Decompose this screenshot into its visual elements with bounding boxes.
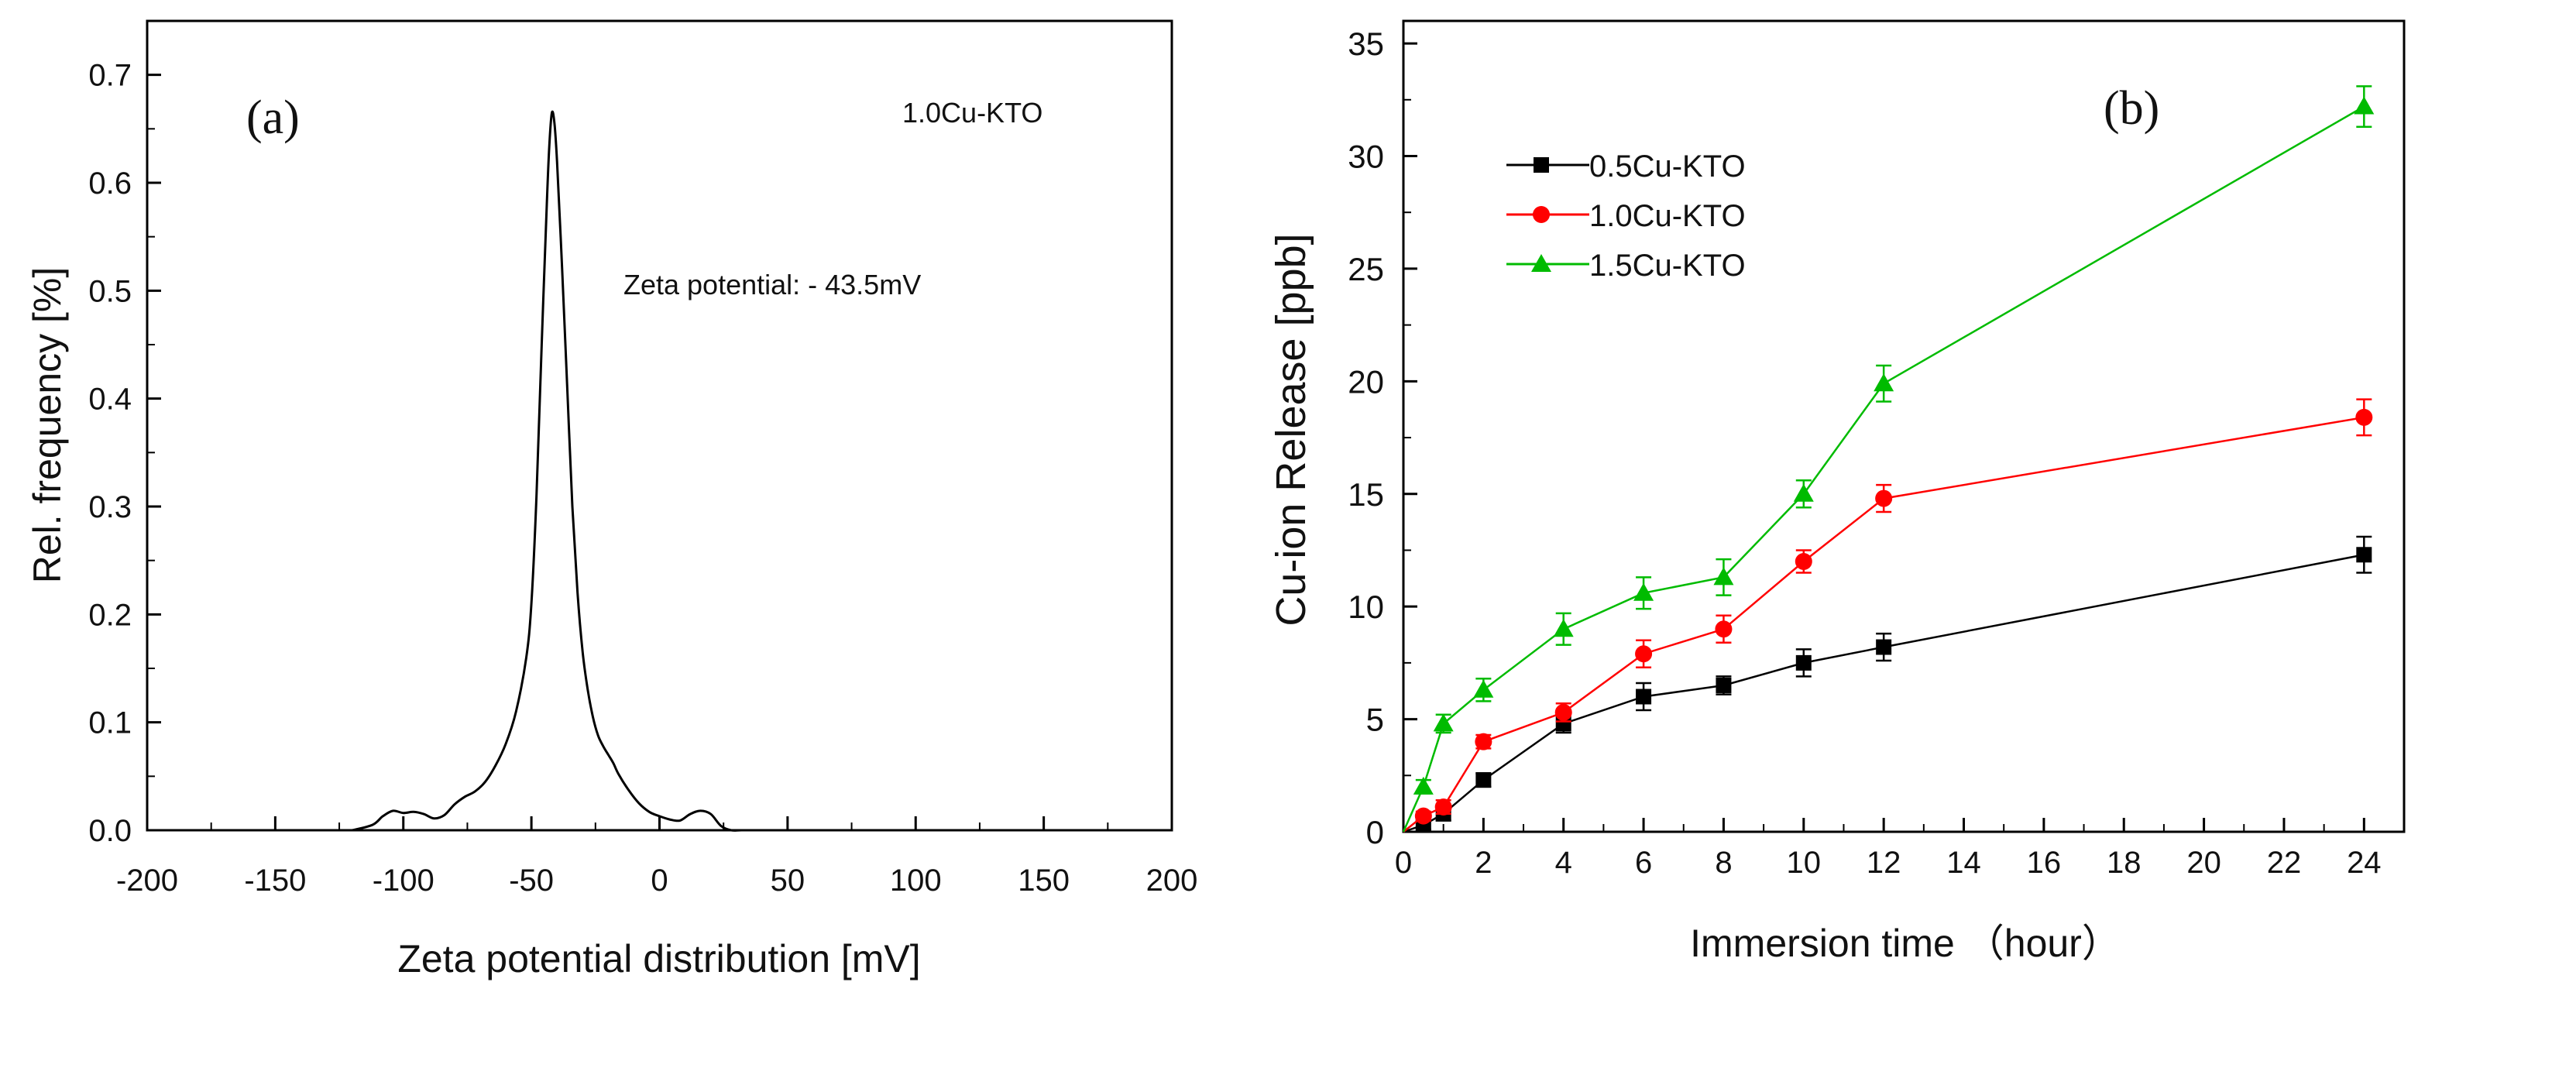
panel-b-x-tick-label: 2 [1475,846,1492,880]
data-point [1475,733,1492,750]
panel-b-x-tick-label: 0 [1395,846,1412,880]
data-point [1716,677,1732,693]
data-point [1553,619,1574,637]
legend-label: 1.5Cu-KTO [1589,249,1746,283]
panel-b-frame [1402,19,2406,833]
series-line-1.0Cu-KTO [1403,416,2365,833]
series-line-0.5Cu-KTO [1403,554,2365,833]
panel-b-y-tick-label: 15 [1348,476,1384,513]
panel-b-x-tick-label: 8 [1715,846,1732,880]
panel-a-x-tick-label: 150 [1018,864,1070,898]
panel-b-x-tick-label: 22 [2267,846,2302,880]
panel-a-y-tick-label: 0.3 [88,490,132,524]
panel-b-x-tick-label: 20 [2186,846,2221,880]
series-1.0Cu-KTO [1403,398,2373,833]
panel-a-y-ticks: 0.0 0.1 0.2 0.3 0.4 0.5 0.6 0.7 [88,20,161,848]
panel-b-x-tick-label: 10 [1787,846,1822,880]
series-0.5Cu-KTO [1403,535,2372,833]
data-point [1635,645,1653,663]
panel-a-y-tick-label: 0.4 [88,383,132,417]
panel-b-legend: 0.5Cu-KTO 1.0Cu-KTO 1.5Cu-KTO [1506,149,1746,283]
panel-b-y-tick-label: 0 [1366,814,1384,850]
data-point [1874,373,1894,392]
panel-a-y-tick-label: 0.0 [88,814,132,848]
data-point [1715,620,1733,638]
data-point [1713,567,1734,586]
panel-a-x-axis-label: Zeta potential distribution [mV] [397,937,920,980]
data-point [1433,713,1454,732]
panel-a-y-tick-label: 0.6 [88,167,132,201]
data-point [1633,582,1654,601]
panel-b-y-tick-label: 35 [1348,26,1384,62]
panel-b-y-tick-label: 25 [1348,251,1384,287]
panel-b-y-tick-label: 5 [1366,702,1384,738]
panel-b-x-tick-label: 18 [2107,846,2142,880]
data-point [1795,553,1812,570]
legend-label: 0.5Cu-KTO [1589,149,1746,184]
panel-b-x-tick-label: 4 [1555,846,1572,880]
data-point [1636,689,1652,705]
panel-a-distribution-line [352,110,762,832]
panel-a-y-tick-label: 0.1 [88,706,132,740]
panel-b-label: (b) [2104,82,2159,135]
panel-b-y-tick-label: 10 [1348,589,1384,625]
panel-a: -200 -150 -100 -50 0 50 100 150 200 0.0 0.1 0.2 0.3… [26,19,1197,980]
panel-a-sample-label: 1.0Cu-KTO [902,97,1042,129]
panel-b-series [1402,85,2375,833]
panel-a-label: (a) [246,91,300,144]
data-point [1434,798,1452,816]
panel-b-x-tick-label: 14 [1946,846,1981,880]
panel-b-y-tick-label: 30 [1348,139,1384,175]
data-point [1876,639,1892,655]
panel-a-x-tick-label: 100 [890,864,942,898]
legend-label: 1.0Cu-KTO [1589,199,1746,233]
data-point [1875,489,1893,507]
panel-a-x-tick-label: 0 [651,864,668,898]
panel-a-y-tick-label: 0.5 [88,274,132,308]
panel-a-x-tick-label: 50 [771,864,805,898]
data-point [1793,483,1814,502]
panel-a-x-tick-label: 200 [1146,864,1198,898]
panel-a-x-ticks: -200 -150 -100 -50 0 50 100 150 200 [116,816,1197,898]
panel-b-x-tick-label: 12 [1867,846,1901,880]
data-point [2354,96,2375,115]
panel-a-y-tick-label: 0.2 [88,598,132,632]
panel-b-x-tick-label: 16 [2027,846,2062,880]
panel-b-y-tick-label: 20 [1348,363,1384,400]
panel-a-y-axis-label: Rel. frequency [%] [26,267,69,584]
data-point [1554,703,1572,721]
legend-marker [1531,254,1551,272]
panel-a-frame [146,19,1173,832]
data-point [1413,776,1434,795]
panel-a-y-tick-label: 0.7 [88,59,132,93]
data-point [2355,408,2373,426]
legend-marker [1534,157,1549,173]
panel-a-x-tick-label: -100 [373,864,434,898]
data-point [2356,547,2372,563]
panel-b-x-tick-label: 6 [1635,846,1652,880]
panel-a-x-tick-label: -200 [116,864,178,898]
panel-a-x-tick-label: -150 [244,864,306,898]
series-1.5Cu-KTO [1402,85,2375,833]
legend-marker [1533,206,1550,223]
panel-b-x-ticks: 0 2 4 6 8 10 12 14 16 18 20 22 24 [1395,818,2382,880]
data-point [1473,679,1494,698]
panel-b-x-axis-label: Immersion time （hour） [1690,922,2121,965]
panel-a-annotation: Zeta potential: - 43.5mV [623,269,921,300]
panel-b-x-tick-label: 24 [2347,846,2382,880]
panel-b-y-axis-label: Cu-ion Release [ppb] [1268,233,1314,626]
data-point [1414,807,1432,825]
series-line-1.5Cu-KTO [1402,105,2365,833]
panel-a-x-tick-label: -50 [509,864,554,898]
data-point [1475,772,1492,788]
data-point [1795,654,1812,671]
panel-b-y-ticks: 0 5 10 15 20 25 30 35 [1348,26,1417,850]
